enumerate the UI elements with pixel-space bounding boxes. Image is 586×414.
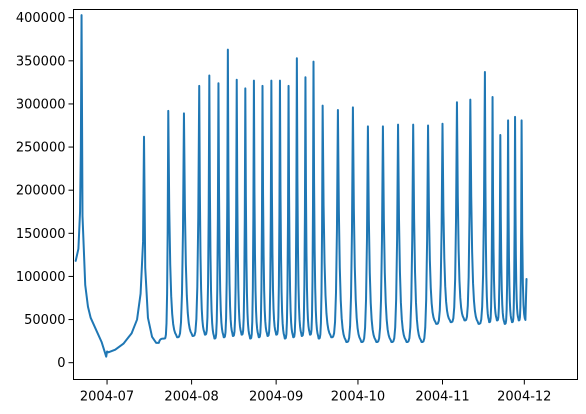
x-tick-label: 2004-12	[497, 390, 551, 405]
x-tick-label: 2004-08	[164, 390, 218, 405]
series-line	[74, 14, 528, 358]
x-tick-label: 2004-07	[80, 390, 134, 405]
plot-frame	[73, 9, 578, 380]
y-tick-label: 250000	[16, 141, 66, 156]
y-tick-label: 100000	[16, 270, 66, 285]
x-tick-label: 2004-09	[249, 390, 303, 405]
y-tick-label: 0	[57, 356, 65, 371]
y-axis: 0 50000 100000 150000 200000 250000 300000 3500…	[16, 11, 74, 371]
x-tick-label: 2004-11	[415, 390, 469, 405]
y-tick-label: 400000	[16, 11, 66, 26]
y-tick-label: 50000	[24, 313, 65, 328]
x-axis: 2004-07 2004-08 2004-09 2004-10 2004-11 2004-…	[80, 379, 551, 405]
x-tick-label: 2004-10	[331, 390, 385, 405]
y-tick-label: 150000	[16, 227, 66, 242]
y-tick-label: 300000	[16, 97, 66, 112]
y-tick-label: 350000	[16, 54, 66, 69]
y-tick-label: 200000	[16, 184, 66, 199]
